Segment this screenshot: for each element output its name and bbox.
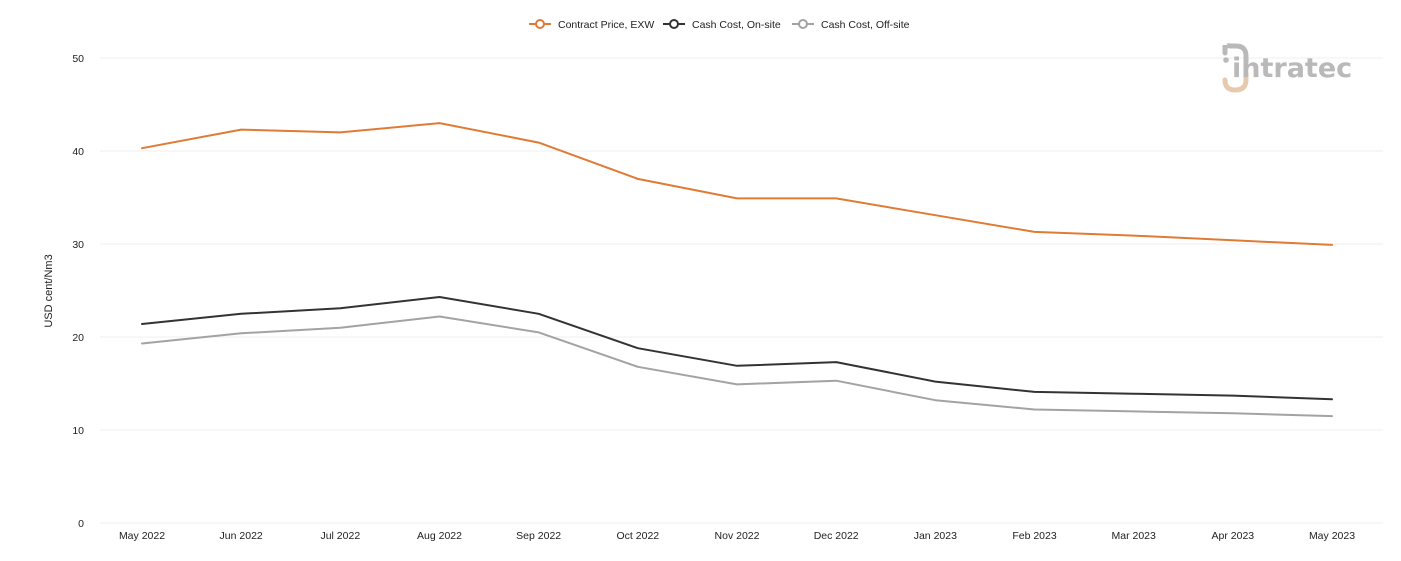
x-tick-label: Sep 2022 xyxy=(516,530,561,542)
x-tick-label: May 2023 xyxy=(1309,530,1355,542)
series-layer xyxy=(141,122,1333,418)
legend-label: Cash Cost, On-site xyxy=(692,19,781,31)
series-line xyxy=(141,296,1333,401)
intratec-logo-icon xyxy=(1222,42,1249,93)
x-tick-label: Jul 2022 xyxy=(320,530,360,542)
x-tick-label: Apr 2023 xyxy=(1212,530,1255,542)
x-tick-label: Nov 2022 xyxy=(715,530,760,542)
x-tick-label: Mar 2023 xyxy=(1111,530,1156,542)
legend-label: Cash Cost, Off-site xyxy=(821,19,910,31)
y-tick-label: 50 xyxy=(72,53,84,65)
legend-marker xyxy=(669,19,679,29)
legend-marker xyxy=(798,19,808,29)
x-tick-label: Jan 2023 xyxy=(914,530,957,542)
x-tick-label: May 2022 xyxy=(119,530,165,542)
x-tick-label: Feb 2023 xyxy=(1012,530,1057,542)
x-tick-label: Dec 2022 xyxy=(814,530,859,542)
legend-marker xyxy=(535,19,545,29)
x-tick-label: Jun 2022 xyxy=(220,530,263,542)
y-tick-label: 20 xyxy=(72,332,84,344)
y-tick-label: 40 xyxy=(72,146,84,158)
series-line xyxy=(141,315,1333,418)
y-tick-label: 10 xyxy=(72,425,84,437)
legend-item: Cash Cost, On-site xyxy=(663,19,781,31)
y-tick-label: 0 xyxy=(78,518,84,530)
y-axis-ticks: 0 10 20 30 40 50 xyxy=(72,53,84,530)
legend: Contract Price, EXW Cash Cost, On-site Cas… xyxy=(529,19,910,31)
y-tick-label: 30 xyxy=(72,239,84,251)
x-axis-ticks: May 2022 Jun 2022 Jul 2022 Aug 2022 Sep 2022… xyxy=(119,530,1355,542)
logo-text: intratec xyxy=(1232,53,1352,84)
legend-item: Contract Price, EXW xyxy=(529,19,654,31)
x-tick-label: Oct 2022 xyxy=(617,530,660,542)
legend-label: Contract Price, EXW xyxy=(558,19,654,31)
series-line xyxy=(141,122,1333,246)
y-axis-title: USD cent/Nm3 xyxy=(43,254,55,327)
gridlines xyxy=(100,57,1383,524)
x-tick-label: Aug 2022 xyxy=(417,530,462,542)
intratec-logo: intratec xyxy=(1222,42,1352,93)
legend-item: Cash Cost, Off-site xyxy=(792,19,910,31)
